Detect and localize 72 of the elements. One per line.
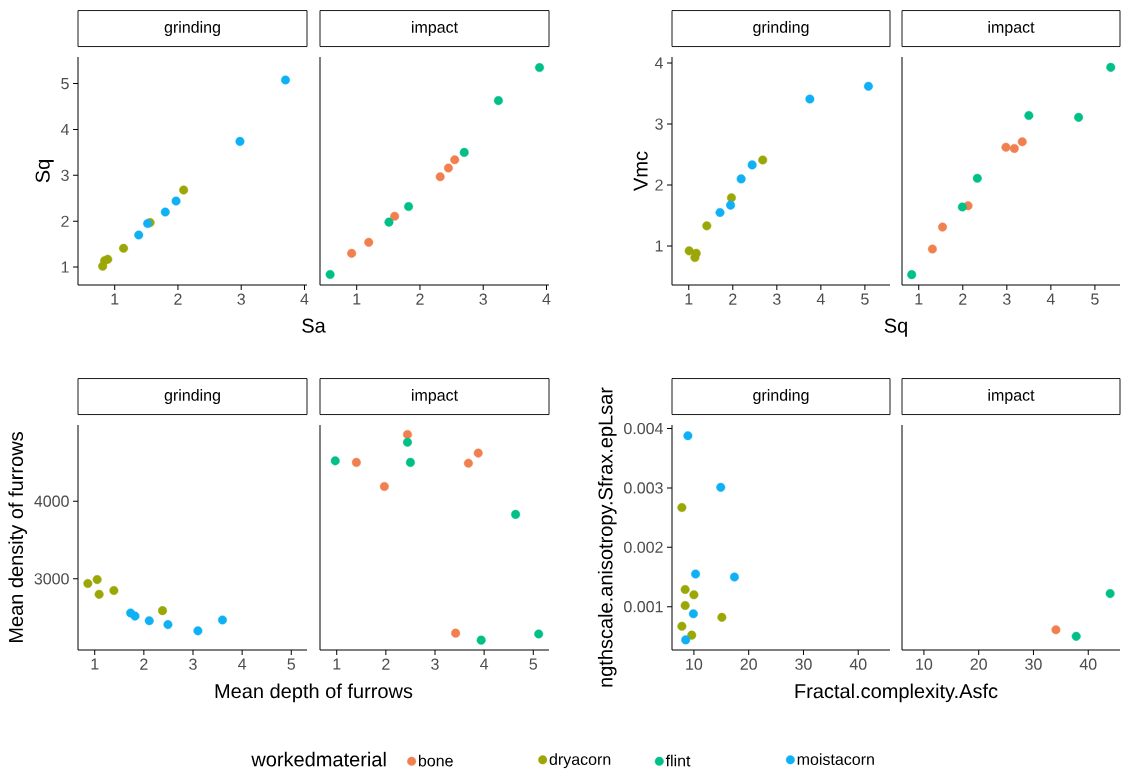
- x-tick-label: 4: [300, 293, 309, 305]
- x-tick-label: 10: [916, 658, 933, 670]
- chart-title: impact: [988, 21, 1035, 37]
- y-tick-label: 1: [61, 261, 69, 273]
- x-axis-title: Fractal.complexity.Asfc: [795, 683, 998, 703]
- y-tick-label: 2: [61, 215, 69, 227]
- y-tick-label: 0.004: [624, 422, 663, 435]
- y-tick-label: 3: [61, 169, 69, 182]
- chart-title: grinding: [164, 389, 220, 405]
- legend-label: dryacorn: [549, 753, 611, 769]
- x-tick-label: 4: [1046, 293, 1055, 305]
- x-tick-label: 2: [729, 293, 737, 305]
- x-tick-label: 10: [686, 658, 703, 670]
- x-tick-label: 3: [1002, 293, 1011, 305]
- y-axis-title: ngthscale.anisotropy.Sfrax.epLsar: [597, 387, 617, 687]
- x-tick-label: 5: [1091, 293, 1099, 305]
- y-tick-label: 3000: [34, 573, 69, 585]
- chart-title: grinding: [753, 21, 809, 37]
- y-axis-title: Vmc: [633, 151, 648, 191]
- x-tick-label: 30: [795, 658, 812, 670]
- x-tick-label: 3: [237, 293, 245, 305]
- x-tick-label: 3: [479, 293, 487, 305]
- chart-title: impact: [412, 389, 458, 405]
- y-tick-label: 0.001: [624, 601, 663, 613]
- x-tick-label: 1: [333, 658, 341, 670]
- y-tick-label: 4: [60, 123, 69, 135]
- x-tick-label: 4: [816, 293, 825, 305]
- x-tick-label: 2: [416, 293, 424, 305]
- legend-label: flint: [665, 754, 691, 767]
- y-tick-label: 0.002: [624, 541, 663, 553]
- y-tick-label: 3: [655, 118, 663, 130]
- x-tick-label: 1: [353, 293, 361, 305]
- x-tick-label: 4: [542, 293, 551, 305]
- x-tick-label: 5: [287, 658, 296, 670]
- chart-title: impact: [988, 389, 1035, 405]
- x-tick-label: 3: [189, 658, 197, 670]
- x-tick-label: 30: [1025, 658, 1042, 670]
- x-tick-label: 1: [111, 293, 119, 305]
- y-tick-label: 0.003: [624, 482, 663, 494]
- x-tick-label: 1: [685, 293, 693, 305]
- y-tick-label: 4000: [34, 495, 69, 507]
- x-tick-label: 5: [861, 293, 869, 305]
- chart-title: impact: [412, 21, 458, 37]
- y-tick-label: 5: [61, 78, 69, 90]
- y-tick-label: 4: [654, 57, 663, 69]
- y-axis-title: Mean density of furrows: [8, 432, 28, 643]
- x-tick-label: 3: [772, 293, 781, 305]
- x-tick-label: 20: [740, 658, 757, 670]
- legend-title: workedmaterial: [251, 751, 386, 767]
- chart-title: grinding: [753, 389, 809, 405]
- x-tick-label: 1: [915, 293, 923, 305]
- x-tick-label: 1: [91, 658, 99, 670]
- y-tick-label: 1: [655, 240, 663, 252]
- x-tick-label: 2: [140, 658, 148, 670]
- x-tick-label: 20: [970, 658, 987, 670]
- x-tick-label: 40: [1079, 658, 1097, 670]
- x-tick-label: 3: [431, 658, 439, 670]
- x-tick-label: 2: [382, 658, 390, 670]
- x-tick-label: 40: [849, 658, 867, 670]
- x-tick-label: 4: [238, 658, 247, 670]
- x-axis-title: Sq: [884, 318, 907, 337]
- legend-label: moistacorn: [797, 753, 874, 766]
- x-tick-label: 2: [174, 293, 182, 305]
- x-axis-title: Sa: [302, 318, 326, 333]
- x-tick-label: 4: [480, 658, 489, 670]
- x-axis-title: Mean depth of furrows: [215, 683, 413, 703]
- y-tick-label: 2: [655, 179, 663, 191]
- legend-label: bone: [418, 754, 453, 767]
- x-tick-label: 5: [529, 658, 538, 670]
- y-axis-title: Sq: [35, 160, 54, 183]
- chart-title: grinding: [164, 21, 220, 37]
- x-tick-label: 2: [959, 293, 967, 305]
